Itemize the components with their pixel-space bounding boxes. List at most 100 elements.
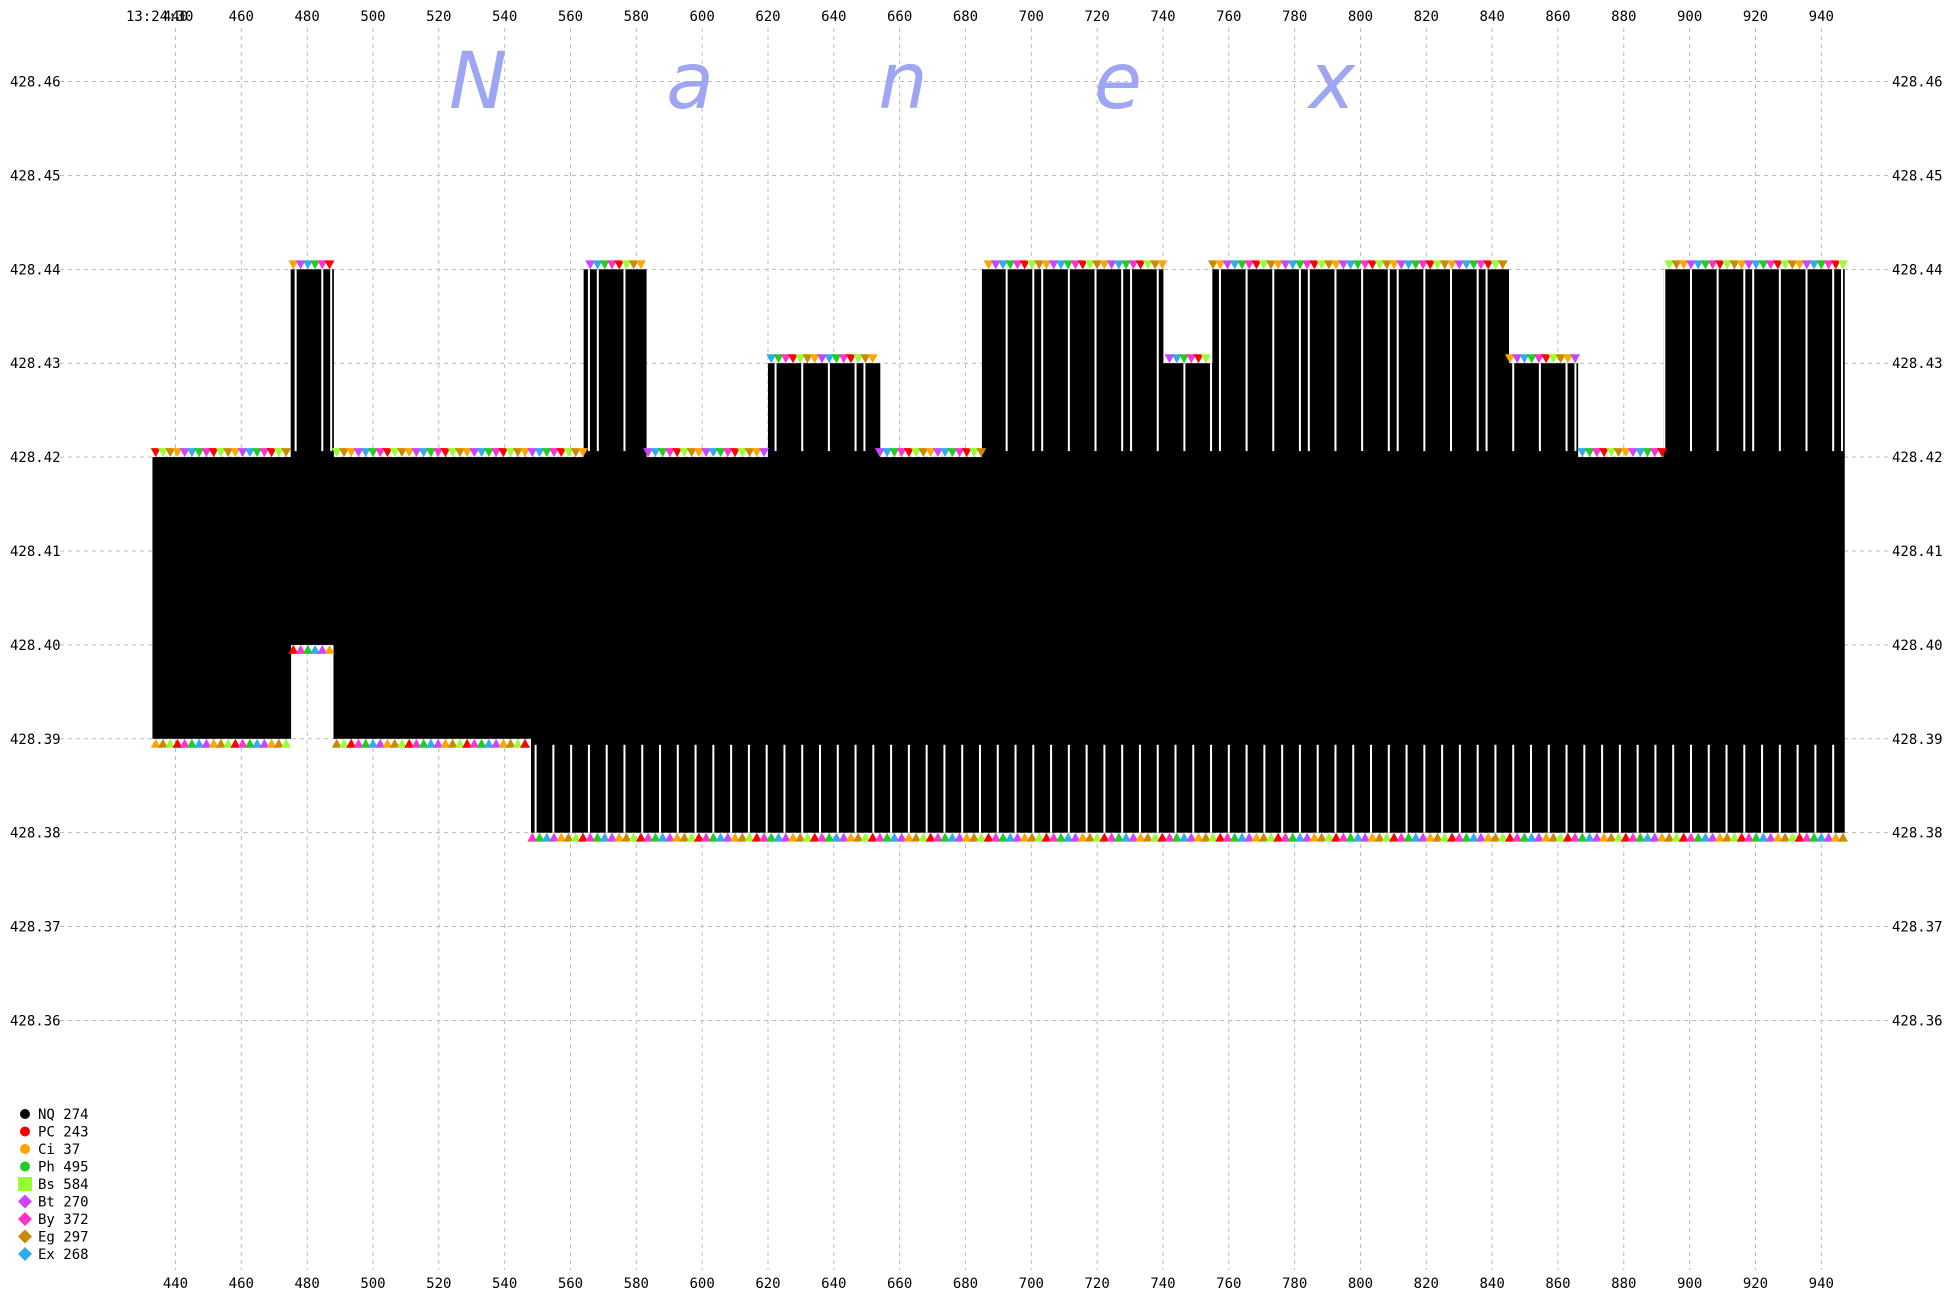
spread-slice	[1609, 457, 1612, 833]
bid-quote-marker	[780, 832, 791, 842]
spread-slice	[1510, 363, 1513, 833]
bid-quote-marker	[831, 832, 842, 842]
bid-gap	[1547, 744, 1550, 833]
bid-gap	[534, 744, 537, 833]
spread-slice	[950, 457, 953, 833]
ask-quote-marker	[520, 448, 531, 458]
ask-quote-marker	[252, 448, 263, 458]
ask-quote-marker	[1193, 354, 1204, 364]
ask-quote-marker	[787, 354, 798, 364]
bid-quote-marker	[1772, 832, 1783, 842]
spread-slice	[807, 363, 810, 833]
x-tick-label-top: 880	[1611, 9, 1636, 25]
bid-quote-marker	[693, 832, 704, 842]
spread-slice	[432, 457, 435, 739]
ask-quote-marker	[1570, 354, 1581, 364]
spread-slice	[985, 269, 988, 833]
bid-quote-marker	[1823, 832, 1834, 842]
spread-slice	[603, 269, 606, 833]
bid-gap	[925, 744, 928, 833]
spread-slice	[545, 457, 548, 833]
ask-quote-marker	[404, 448, 415, 458]
ask-quote-marker	[1787, 260, 1798, 270]
ask-quote-marker	[1765, 260, 1776, 270]
ask-gap	[1210, 363, 1213, 452]
spread-slice	[1179, 363, 1182, 833]
bid-quote-marker	[150, 738, 161, 748]
spread-slice	[1149, 269, 1152, 833]
ask-quote-marker	[1714, 260, 1725, 270]
spread-slice	[1123, 269, 1126, 833]
spread-slice	[720, 457, 723, 833]
spread-slice	[1362, 269, 1365, 833]
spread-slice	[1615, 457, 1618, 833]
bid-quote-marker	[969, 832, 980, 842]
spread-slice	[1169, 363, 1172, 833]
spread-slice	[1062, 269, 1065, 833]
bid-gap	[996, 744, 999, 833]
ask-quote-marker	[1497, 260, 1508, 270]
spread-slice	[981, 269, 984, 833]
spread-slice	[853, 363, 856, 833]
bid-quote-marker	[1483, 832, 1494, 842]
bid-gap	[1530, 744, 1532, 833]
spread-slice	[466, 457, 469, 739]
spread-slice	[1518, 363, 1521, 833]
spread-slice	[738, 457, 741, 833]
ask-quote-marker	[1294, 260, 1305, 270]
spread-slice	[631, 269, 634, 833]
spread-slice	[901, 457, 904, 833]
ask-quote-marker	[1338, 260, 1349, 270]
spread-slice	[1399, 269, 1403, 833]
bid-gap	[1476, 744, 1479, 833]
spread-slice	[527, 457, 530, 739]
x-tick-label-bottom: 820	[1414, 1276, 1439, 1290]
bid-quote-marker	[759, 832, 770, 842]
spread-slice	[1074, 269, 1077, 833]
spread-slice	[1390, 269, 1393, 833]
spread-slice	[340, 457, 343, 739]
spread-slice	[1376, 269, 1379, 833]
spread-slice	[241, 457, 244, 739]
spread-slice	[516, 457, 519, 739]
spread-slice	[1232, 269, 1235, 833]
bid-quote-marker	[1092, 832, 1103, 842]
spread-slice	[1340, 269, 1343, 833]
spread-slice	[252, 457, 255, 739]
spread-slice	[1727, 269, 1730, 833]
spread-slice	[608, 269, 611, 833]
bid-quote-marker	[556, 832, 567, 842]
spread-slice	[744, 457, 747, 833]
spread-slice	[1553, 363, 1556, 833]
spread-slice	[613, 269, 616, 833]
spread-slice	[402, 457, 405, 739]
spread-slice	[1167, 363, 1170, 833]
bid-quote-marker	[1787, 832, 1798, 842]
bid-gap	[1743, 744, 1746, 833]
spread-slice	[1523, 363, 1526, 833]
ask-quote-marker	[360, 448, 371, 458]
ask-quote-marker	[1273, 260, 1284, 270]
y-tick-label-left: 428.46	[10, 75, 61, 91]
spread-slice	[1421, 269, 1424, 833]
spread-slice	[323, 269, 326, 645]
bid-quote-marker	[954, 832, 965, 842]
bid-quote-marker	[976, 832, 987, 842]
spread-slice	[741, 457, 744, 833]
spread-slice	[1449, 269, 1452, 833]
spread-slice	[1187, 363, 1190, 833]
spread-slice	[779, 363, 782, 833]
spread-slice	[1293, 269, 1296, 833]
ask-quote-marker	[1121, 260, 1132, 270]
spread-slice	[582, 457, 585, 833]
spread-slice	[1533, 363, 1536, 833]
bid-gap	[1405, 744, 1408, 833]
spread-slice	[1696, 269, 1699, 833]
ask-quote-marker	[744, 448, 755, 458]
ask-quote-marker	[1635, 448, 1646, 458]
ask-quote-marker	[563, 448, 574, 458]
spread-slice	[1049, 269, 1052, 833]
y-tick-label-left: 428.43	[10, 356, 61, 372]
ask-quote-marker	[1258, 260, 1269, 270]
